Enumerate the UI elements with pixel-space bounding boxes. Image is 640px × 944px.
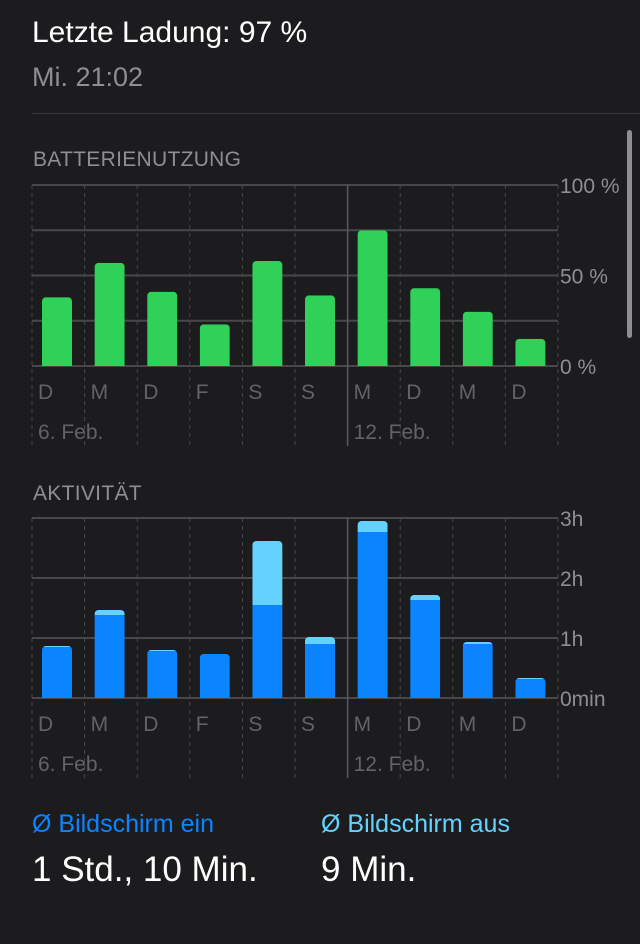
bar-segment-primary	[515, 338, 546, 366]
last-charge-title: Letzte Ladung: 97 %	[32, 16, 308, 49]
y-tick-label: 2h	[560, 568, 583, 591]
x-tick-label: F	[196, 381, 209, 404]
bar	[94, 262, 125, 366]
bar-segment-primary	[94, 262, 125, 366]
bar-segment-secondary	[42, 646, 72, 647]
y-tick-label: 3h	[560, 508, 583, 531]
bar-segment-secondary	[147, 650, 178, 651]
x-tick-label: M	[459, 713, 477, 736]
bar	[515, 338, 546, 366]
y-tick-label: 50 %	[560, 266, 608, 289]
bar-segment-primary	[147, 651, 178, 698]
screen-on-label: Ø Bildschirm ein	[32, 810, 214, 838]
bar-segment-primary	[410, 600, 441, 698]
x-tick-label: D	[38, 381, 53, 404]
bar-segment-primary	[515, 679, 546, 698]
y-tick-label: 1h	[560, 628, 583, 651]
activity-heading: AKTIVITÄT	[33, 482, 142, 505]
bar-segment-primary	[357, 230, 388, 366]
x-tick-label: D	[143, 381, 158, 404]
screen-off-value: 9 Min.	[321, 850, 417, 889]
bar	[357, 230, 388, 366]
x-tick-label: D	[38, 713, 53, 736]
date-label: 6. Feb.	[38, 421, 103, 444]
x-tick-label: D	[511, 713, 526, 736]
date-label: 12. Feb.	[354, 421, 431, 444]
bar-segment-primary	[462, 644, 493, 698]
y-tick-label: 100 %	[560, 175, 620, 198]
bar	[147, 650, 178, 698]
last-charge-time: Mi. 21:02	[32, 62, 144, 92]
x-tick-label: D	[406, 713, 421, 736]
bar-segment-primary	[94, 615, 125, 698]
bar	[42, 297, 72, 366]
x-tick-label: S	[248, 381, 262, 404]
screen-on-value: 1 Std., 10 Min.	[32, 850, 258, 889]
x-tick-label: D	[511, 381, 526, 404]
bar	[42, 646, 72, 698]
scrollbar[interactable]	[627, 130, 632, 338]
bar-segment-primary	[305, 644, 335, 698]
bar-segment-primary	[42, 297, 72, 366]
x-tick-label: S	[301, 381, 315, 404]
bar-segment-secondary	[252, 541, 283, 605]
bar-segment-primary	[42, 647, 72, 698]
bar-segment-primary	[410, 288, 441, 366]
x-tick-label: D	[143, 713, 158, 736]
bar-segment-primary	[305, 295, 335, 366]
date-label: 12. Feb.	[354, 753, 431, 776]
bar-segment-primary	[199, 654, 230, 698]
bar	[147, 291, 178, 366]
bar	[515, 678, 546, 698]
bar-segment-secondary	[515, 678, 546, 679]
bar	[199, 654, 230, 698]
y-tick-label: 0 %	[560, 356, 596, 379]
x-tick-label: F	[196, 713, 209, 736]
bar	[305, 295, 335, 366]
screen-off-label: Ø Bildschirm aus	[321, 810, 510, 838]
battery-usage-heading: BATTERIENUTZUNG	[33, 148, 242, 171]
bar-segment-secondary	[305, 637, 335, 644]
x-tick-label: S	[301, 713, 315, 736]
bar-segment-primary	[252, 605, 283, 698]
x-tick-label: M	[459, 381, 477, 404]
bar	[410, 288, 441, 366]
bar	[410, 595, 441, 698]
divider	[32, 113, 640, 114]
x-tick-label: M	[91, 713, 109, 736]
date-label: 6. Feb.	[38, 753, 103, 776]
x-tick-label: D	[406, 381, 421, 404]
x-tick-label: M	[91, 381, 109, 404]
bar	[252, 261, 283, 366]
bar	[252, 541, 283, 698]
x-tick-label: M	[354, 381, 372, 404]
battery-usage-chart: 0 % 50 % 100 % D M D F S S M D M D 6. Feb. 12. Feb.	[31, 175, 620, 446]
bar-segment-primary	[147, 291, 178, 366]
y-tick-label: 0min	[560, 688, 606, 711]
bar	[94, 610, 125, 698]
bar-segment-primary	[462, 311, 493, 366]
activity-chart: 0min 1h 2h 3h D M D F S S M D M D 6. Feb. 12. Feb.	[31, 508, 606, 778]
bar-segment-secondary	[410, 595, 441, 600]
bar	[357, 521, 388, 698]
bar-segment-primary	[357, 532, 388, 698]
bar-segment-secondary	[357, 521, 388, 532]
bar-segment-secondary	[94, 610, 125, 615]
bar	[199, 324, 230, 366]
bar-segment-secondary	[462, 642, 493, 644]
bar	[462, 311, 493, 366]
x-tick-label: S	[248, 713, 262, 736]
bar-segment-primary	[199, 324, 230, 366]
bar	[462, 642, 493, 698]
x-tick-label: M	[354, 713, 372, 736]
bar-segment-primary	[252, 261, 283, 366]
bar	[305, 637, 335, 698]
